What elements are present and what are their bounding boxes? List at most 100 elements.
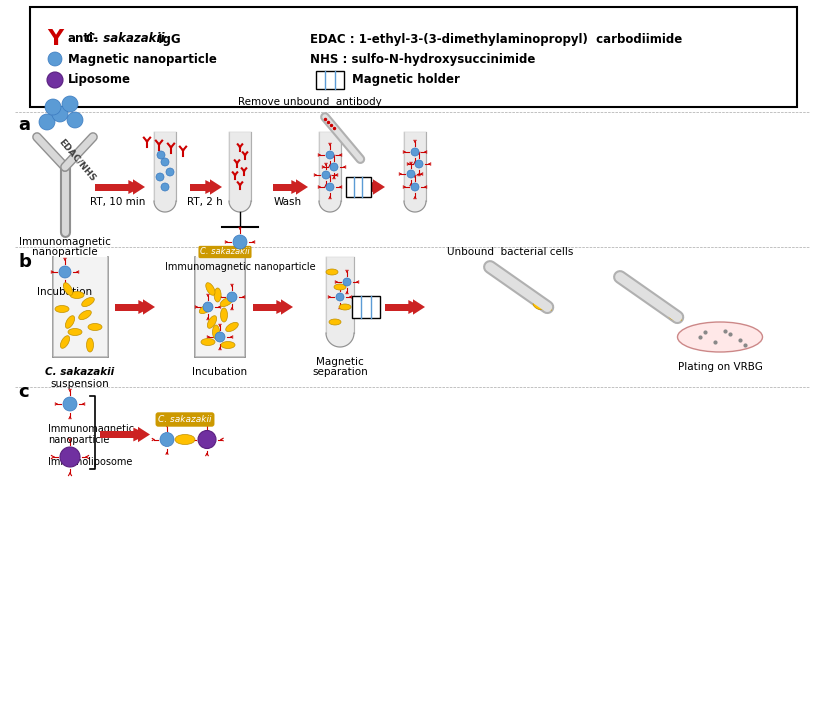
Text: Immunomagnetic
nanoparticle: Immunomagnetic nanoparticle xyxy=(48,423,134,445)
Text: c: c xyxy=(18,383,29,401)
Text: separation: separation xyxy=(312,367,368,377)
Text: Immunoliposome: Immunoliposome xyxy=(48,457,132,467)
Text: Immunomagnetic nanoparticle: Immunomagnetic nanoparticle xyxy=(165,262,315,272)
Polygon shape xyxy=(115,303,143,310)
FancyBboxPatch shape xyxy=(30,7,797,107)
Polygon shape xyxy=(190,184,210,190)
Polygon shape xyxy=(413,299,425,315)
Circle shape xyxy=(63,397,77,411)
Text: nanoparticle: nanoparticle xyxy=(32,247,98,257)
Polygon shape xyxy=(373,180,385,194)
Text: Y: Y xyxy=(47,29,63,49)
Polygon shape xyxy=(296,180,308,194)
Ellipse shape xyxy=(329,319,341,325)
Text: Liposome: Liposome xyxy=(68,74,131,86)
Ellipse shape xyxy=(222,296,231,308)
Text: Plating on VRBG: Plating on VRBG xyxy=(677,362,762,372)
Circle shape xyxy=(407,170,415,178)
Ellipse shape xyxy=(58,339,72,346)
Ellipse shape xyxy=(677,322,762,352)
Ellipse shape xyxy=(202,337,214,346)
Circle shape xyxy=(156,173,164,181)
Circle shape xyxy=(322,171,330,179)
Circle shape xyxy=(330,163,338,171)
Text: EDAC : 1-ethyl-3-(3-dimethylaminopropyl)  carbodiimide: EDAC : 1-ethyl-3-(3-dimethylaminopropyl)… xyxy=(310,33,682,45)
Ellipse shape xyxy=(668,313,676,320)
Ellipse shape xyxy=(543,303,552,310)
Text: C. sakazakii: C. sakazakii xyxy=(158,415,212,424)
Ellipse shape xyxy=(339,304,351,310)
Polygon shape xyxy=(154,132,176,212)
Ellipse shape xyxy=(84,296,93,308)
Ellipse shape xyxy=(227,321,237,333)
Circle shape xyxy=(161,183,169,191)
Ellipse shape xyxy=(213,288,222,301)
Polygon shape xyxy=(385,303,413,310)
Circle shape xyxy=(39,114,55,130)
Polygon shape xyxy=(355,184,373,190)
Ellipse shape xyxy=(213,325,219,339)
Bar xyxy=(195,257,245,357)
Circle shape xyxy=(411,183,419,191)
Polygon shape xyxy=(210,180,222,194)
Ellipse shape xyxy=(219,309,228,321)
Circle shape xyxy=(343,278,351,286)
Circle shape xyxy=(48,52,62,66)
Polygon shape xyxy=(326,257,354,347)
Bar xyxy=(52,257,108,357)
Text: C. sakazakii: C. sakazakii xyxy=(200,247,250,257)
Text: Magnetic holder: Magnetic holder xyxy=(352,74,460,86)
Ellipse shape xyxy=(201,303,210,315)
Text: C. sakazakii: C. sakazakii xyxy=(45,367,115,377)
Polygon shape xyxy=(229,132,251,212)
Ellipse shape xyxy=(64,317,76,327)
Polygon shape xyxy=(281,299,293,315)
Ellipse shape xyxy=(673,314,681,321)
Ellipse shape xyxy=(68,329,82,336)
Ellipse shape xyxy=(208,315,216,329)
Circle shape xyxy=(60,447,80,467)
Ellipse shape xyxy=(61,286,75,293)
Text: suspension: suspension xyxy=(50,379,109,389)
Circle shape xyxy=(47,72,63,88)
Ellipse shape xyxy=(326,269,338,275)
Text: Wash: Wash xyxy=(274,197,302,207)
Circle shape xyxy=(415,160,423,168)
Ellipse shape xyxy=(533,303,542,310)
Text: Incubation: Incubation xyxy=(37,287,93,297)
Ellipse shape xyxy=(70,291,84,298)
Polygon shape xyxy=(100,431,138,438)
Ellipse shape xyxy=(59,302,65,316)
Text: Magnetic nanoparticle: Magnetic nanoparticle xyxy=(68,52,217,66)
Text: Remove unbound  antibody: Remove unbound antibody xyxy=(238,97,382,107)
Bar xyxy=(346,177,370,197)
Text: a: a xyxy=(18,116,30,134)
Ellipse shape xyxy=(79,310,91,320)
Ellipse shape xyxy=(90,321,99,333)
Circle shape xyxy=(161,158,169,166)
Ellipse shape xyxy=(538,303,547,310)
Text: RT, 2 h: RT, 2 h xyxy=(187,197,222,207)
Ellipse shape xyxy=(223,339,232,351)
Polygon shape xyxy=(253,303,281,310)
Circle shape xyxy=(203,302,213,312)
Polygon shape xyxy=(95,184,133,190)
Polygon shape xyxy=(273,184,296,190)
Bar xyxy=(352,296,380,318)
Circle shape xyxy=(227,292,237,302)
Circle shape xyxy=(166,168,174,176)
Bar xyxy=(316,71,344,89)
Circle shape xyxy=(336,293,344,301)
Circle shape xyxy=(160,433,174,447)
Text: RT, 10 min: RT, 10 min xyxy=(90,197,146,207)
Circle shape xyxy=(215,332,225,342)
Polygon shape xyxy=(143,299,155,315)
Text: Unbound  bacterial cells: Unbound bacterial cells xyxy=(447,247,573,257)
Text: anti-: anti- xyxy=(68,33,99,45)
Circle shape xyxy=(62,96,78,112)
Text: NHS : sulfo-N-hydroxysuccinimide: NHS : sulfo-N-hydroxysuccinimide xyxy=(310,52,535,66)
Text: C. sakazakii: C. sakazakii xyxy=(86,33,165,45)
Ellipse shape xyxy=(204,284,217,293)
Text: b: b xyxy=(18,253,31,271)
Polygon shape xyxy=(133,180,145,194)
